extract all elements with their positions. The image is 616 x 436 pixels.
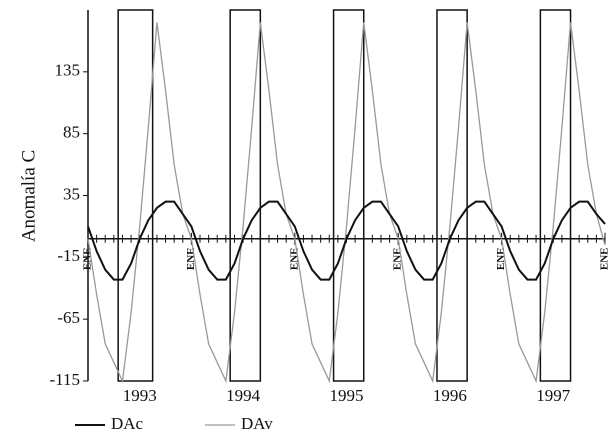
year-label: 1997 bbox=[536, 386, 571, 405]
y-tick-label: 85 bbox=[63, 123, 80, 142]
series-line bbox=[87, 200, 606, 281]
x-tick-label: ENE bbox=[599, 247, 611, 270]
highlight-box bbox=[539, 9, 572, 382]
y-axis-label: Anomalía C bbox=[18, 150, 39, 242]
highlight-box bbox=[229, 9, 262, 382]
year-label: 1993 bbox=[123, 386, 157, 405]
y-tick-label: -65 bbox=[57, 308, 80, 327]
y-tick-label: -15 bbox=[57, 246, 80, 265]
legend-label: DAv bbox=[241, 414, 273, 433]
year-label: 1994 bbox=[226, 386, 261, 405]
y-tick-label: 35 bbox=[63, 184, 80, 203]
legend-label: DAc bbox=[111, 414, 144, 433]
year-label: 1995 bbox=[330, 386, 364, 405]
series-line bbox=[87, 22, 606, 384]
highlight-box bbox=[436, 9, 468, 382]
y-tick-label: 135 bbox=[55, 61, 81, 80]
highlight-box bbox=[117, 9, 154, 382]
year-label: 1996 bbox=[433, 386, 467, 405]
y-tick-label: -115 bbox=[49, 370, 80, 389]
highlight-box bbox=[332, 9, 365, 382]
